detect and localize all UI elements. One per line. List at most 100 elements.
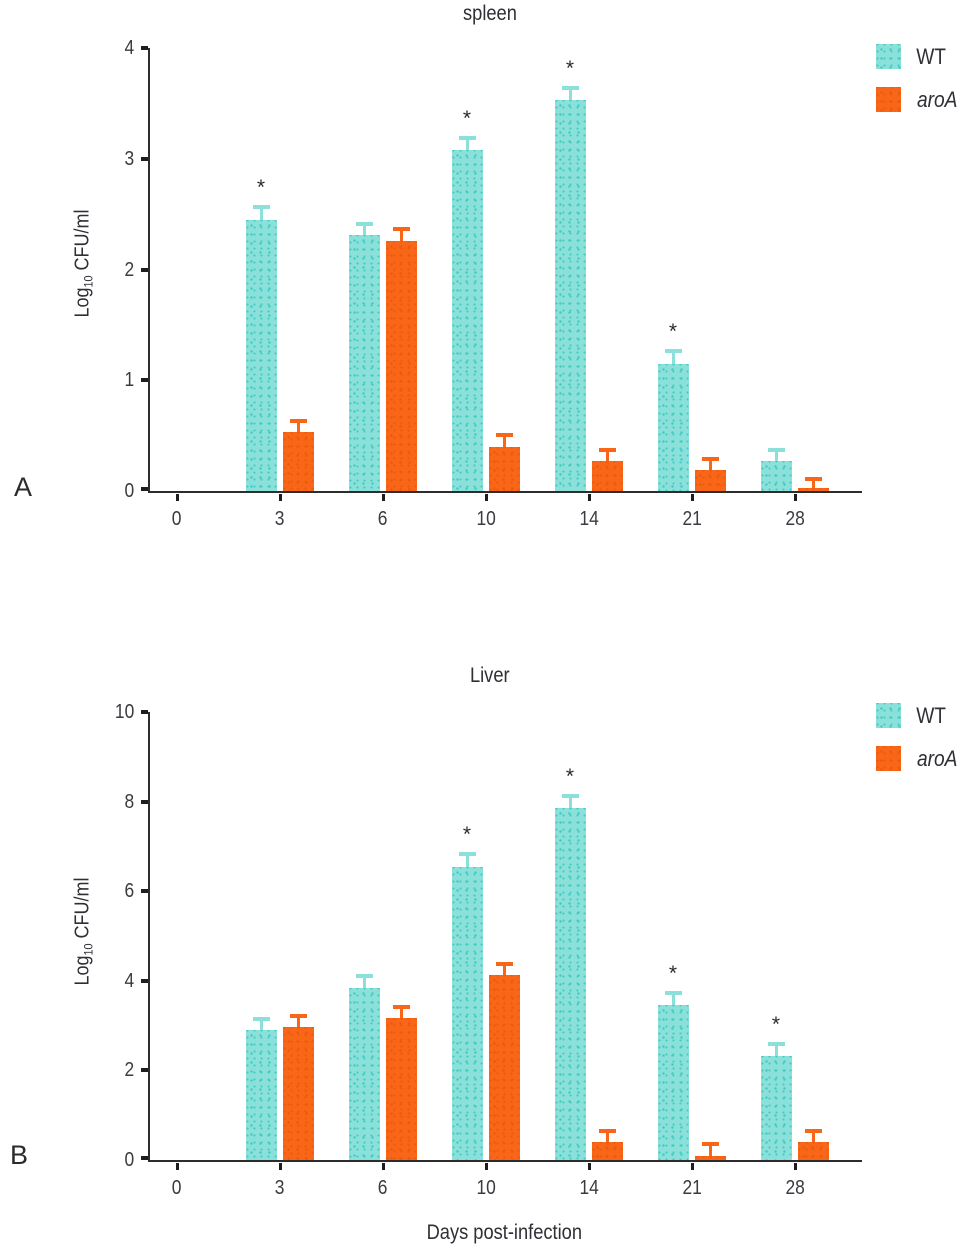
error-bar-stem (260, 1016, 263, 1031)
x-tick-mark (588, 494, 591, 501)
x-tick-label-text: 0 (172, 1177, 182, 1199)
bar-WT-day21 (658, 363, 689, 491)
x-tick-mark (485, 1163, 488, 1170)
x-tick-mark (691, 494, 694, 501)
x-tick-label-text: 10 (476, 508, 496, 530)
y-tick-mark (141, 1156, 148, 1160)
x-axis-label-text: Days post-infection (426, 1221, 582, 1244)
x-tick-label: 28 (773, 508, 817, 531)
y-tick-mark (141, 799, 148, 804)
error-bar-stem (775, 447, 778, 462)
chart-title-liver-text: Liver (470, 664, 510, 687)
error-bar-cap (702, 1141, 719, 1146)
error-bar-cap (665, 990, 682, 995)
chart-title-spleen-text: spleen (463, 2, 517, 25)
error-bar-stem (363, 221, 366, 236)
x-tick-label: 21 (670, 508, 714, 531)
ylabel-prefix: Log (71, 955, 94, 986)
y-tick-label-text: 0 (124, 480, 134, 502)
y-tick-mark (141, 710, 148, 714)
legend-label-text: WT (916, 703, 946, 728)
y-tick-label-text: 4 (124, 969, 134, 992)
error-bar-cap (702, 456, 719, 461)
y-tick-label: 6 (94, 880, 134, 903)
bar-aroA-day28 (798, 487, 829, 491)
y-tick-label-text: 4 (124, 37, 134, 59)
error-bar-cap (805, 1128, 822, 1133)
x-tick-label-text: 28 (785, 508, 805, 530)
x-tick-mark (588, 1163, 591, 1170)
bar-WT-day6 (349, 987, 380, 1160)
y-tick-label: 0 (94, 480, 134, 503)
bar-aroA-day3 (283, 1026, 314, 1160)
y-tick-mark (141, 46, 148, 50)
error-bar-stem (400, 227, 403, 241)
bar-aroA-day14 (592, 461, 623, 491)
bar-WT-day28 (761, 1055, 792, 1160)
error-bar-cap (393, 1005, 410, 1010)
x-tick-mark (794, 1163, 797, 1170)
error-bar-cap (599, 447, 616, 452)
y-tick-label-text: 0 (124, 1149, 134, 1171)
bar-WT-day3 (246, 1030, 277, 1160)
error-bar-cap (562, 85, 579, 90)
error-bar-cap (459, 135, 476, 140)
legend-swatch-aroa (876, 746, 901, 771)
error-bar-cap (768, 447, 785, 452)
y-tick-label: 3 (94, 148, 134, 171)
x-tick-label-text: 14 (579, 1177, 599, 1199)
x-tick-label-text: 10 (476, 1177, 496, 1199)
legend-label-aroa: aroA (914, 746, 960, 772)
bar-WT-day10 (452, 149, 483, 491)
bar-aroA-day14 (592, 1142, 623, 1160)
error-bar-stem (466, 851, 469, 867)
error-bar-cap (290, 1014, 307, 1019)
legend-label-wt: WT (914, 703, 948, 729)
y-tick-label-text: 10 (114, 701, 134, 723)
chart-title-liver: Liver (360, 664, 620, 688)
x-tick-label-text: 0 (172, 508, 182, 530)
error-bar-stem (400, 1005, 403, 1018)
significance-star: * (462, 822, 472, 846)
x-tick-label: 0 (155, 1177, 199, 1200)
x-tick-mark (279, 494, 282, 501)
x-tick-label-text: 6 (378, 508, 388, 530)
bar-WT-day6 (349, 235, 380, 491)
significance-star: * (462, 106, 472, 130)
x-tick-label: 14 (567, 508, 611, 531)
y-tick-mark (141, 487, 148, 491)
significance-star: * (256, 176, 266, 200)
error-bar-cap (562, 793, 579, 798)
bar-aroA-day6 (386, 240, 417, 491)
y-tick-label: 10 (94, 701, 134, 724)
error-bar-cap (805, 476, 822, 481)
x-tick-mark (279, 1163, 282, 1170)
x-tick-label: 6 (361, 508, 405, 531)
error-bar-cap (768, 1042, 785, 1047)
ylabel-suffix: CFU/ml (71, 877, 94, 944)
error-bar-cap (496, 961, 513, 966)
y-tick-mark (141, 378, 148, 383)
x-tick-label: 10 (464, 1177, 508, 1200)
error-bar-stem (606, 447, 609, 462)
x-tick-mark (176, 494, 179, 501)
panel-label-a: A (14, 472, 33, 502)
bar-aroA-day28 (798, 1142, 829, 1160)
x-tick-mark (382, 494, 385, 501)
y-tick-label: 0 (94, 1149, 134, 1172)
error-bar-stem (709, 1141, 712, 1157)
error-bar-cap (496, 433, 513, 438)
error-bar-stem (503, 433, 506, 447)
error-bar-stem (297, 419, 300, 433)
x-tick-label-text: 21 (682, 1177, 702, 1199)
legend-label-text: aroA (917, 746, 958, 771)
error-bar-cap (459, 851, 476, 856)
ylabel-prefix: Log (71, 287, 94, 318)
y-tick-label: 8 (94, 791, 134, 814)
error-bar-stem (297, 1014, 300, 1027)
significance-star: * (565, 764, 575, 788)
legend-label-aroa: aroA (914, 87, 960, 113)
x-tick-label: 14 (567, 1177, 611, 1200)
error-bar-stem (503, 962, 506, 976)
x-tick-label: 10 (464, 508, 508, 531)
